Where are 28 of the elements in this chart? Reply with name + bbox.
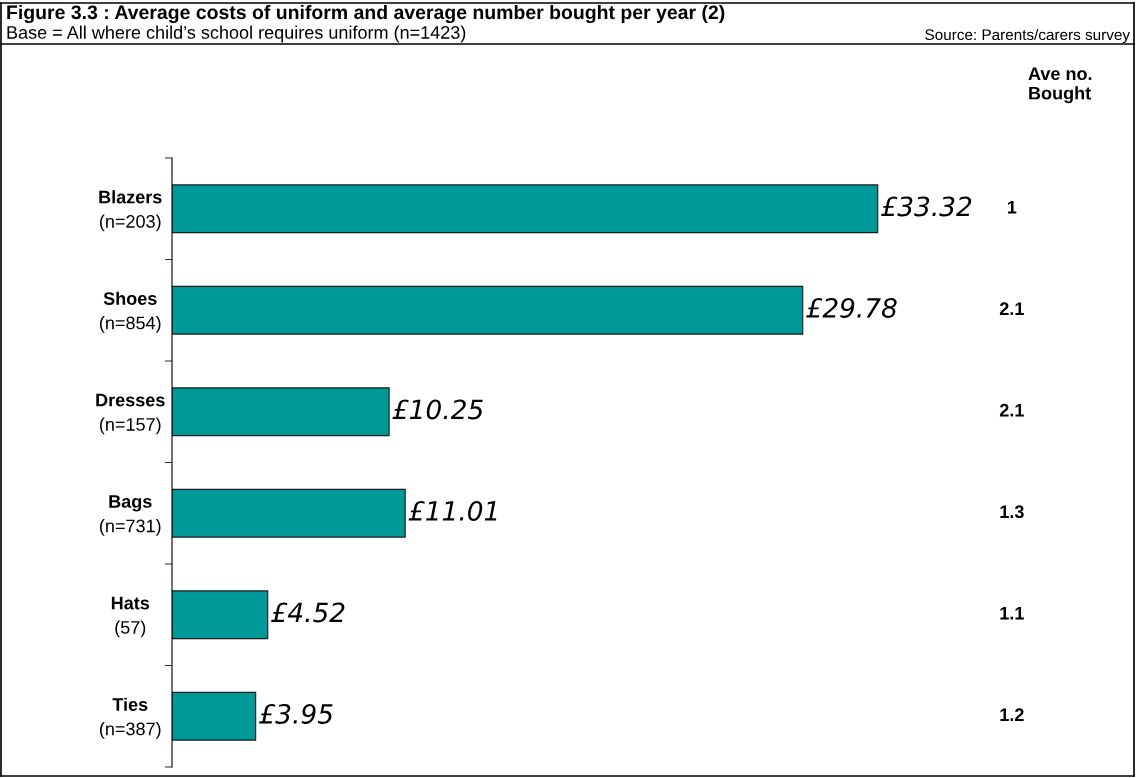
bar	[172, 184, 879, 234]
bar	[172, 488, 406, 538]
bar	[172, 590, 269, 640]
y-tick-label: Shoes (n=854)	[99, 291, 161, 333]
data-label: £33.32	[881, 196, 972, 217]
bar	[172, 691, 257, 741]
chart-title: Figure 3.3 : Average costs of uniform and average number bought per year (2)	[7, 4, 725, 24]
chart-subtitle: Base = All where child’s school requires uniform (n=1423)	[7, 25, 466, 43]
data-label: £10.25	[392, 399, 483, 420]
source-note: Source: Parents/carers survey	[925, 28, 1130, 44]
bar	[172, 285, 804, 335]
data-label: £3.95	[259, 703, 333, 724]
y-tick-label: Ties (n=387)	[99, 697, 161, 739]
data-label: £4.52	[271, 602, 345, 623]
y-tick-label: Hats (57)	[111, 596, 150, 638]
text: 1.1	[1000, 607, 1024, 620]
text: 1.3	[1000, 505, 1024, 519]
data-label: £11.01	[408, 500, 497, 521]
text: 2.1	[999, 302, 1024, 315]
text: Ave no. Bought	[1028, 67, 1092, 104]
bar	[172, 387, 390, 437]
text: 1	[1007, 201, 1017, 214]
y-tick-label: Dresses (n=157)	[96, 393, 165, 435]
text: 1.2	[1000, 708, 1024, 721]
text: 2.1	[999, 403, 1024, 417]
y-tick-label: Bags (n=731)	[99, 495, 161, 536]
data-label: £29.78	[806, 297, 897, 318]
y-tick-label: Blazers (n=203)	[99, 190, 162, 232]
